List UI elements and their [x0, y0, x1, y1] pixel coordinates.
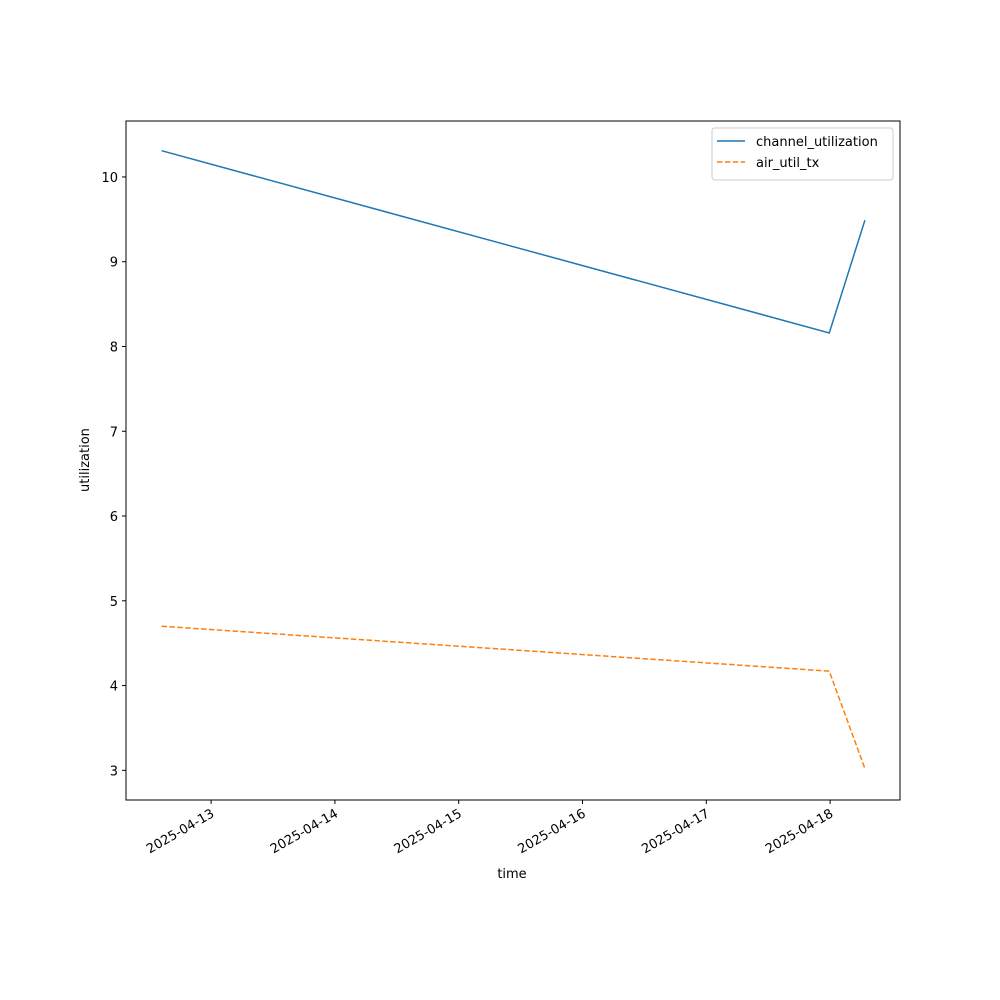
x-tick-label: 2025-04-14 [268, 806, 341, 857]
y-axis-label: utilization [78, 428, 93, 492]
x-axis-label: time [497, 867, 526, 882]
y-tick-label: 8 [110, 340, 118, 355]
y-tick-label: 5 [110, 595, 118, 610]
plot-frame [125, 120, 901, 801]
legend-box [711, 127, 894, 181]
x-tick-label: 2025-04-17 [639, 806, 712, 857]
y-tick-label: 3 [110, 764, 118, 779]
x-tick-label: 2025-04-15 [392, 806, 465, 857]
series-line [161, 625, 866, 769]
legend-label: channel_utilization [756, 135, 878, 150]
y-tick-label: 7 [110, 425, 118, 440]
x-tick-label: 2025-04-18 [763, 806, 836, 857]
x-tick-label: 2025-04-13 [144, 806, 217, 857]
legend-label: air_util_tx [756, 156, 820, 171]
series-line [161, 149, 866, 334]
y-tick-label: 6 [110, 510, 118, 525]
x-tick-label: 2025-04-16 [516, 806, 589, 857]
y-tick-label: 10 [101, 171, 118, 186]
y-tick-label: 9 [110, 256, 118, 271]
y-tick-label: 4 [110, 680, 118, 695]
